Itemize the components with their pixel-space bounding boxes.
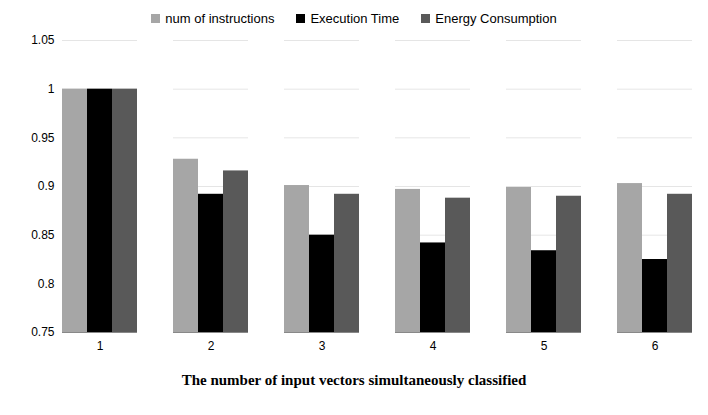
- svg-text:1.05: 1.05: [31, 33, 55, 47]
- svg-text:1: 1: [97, 339, 104, 353]
- html-text:The number of input vectors si: The number of input vectors simultaneous…: [181, 372, 527, 388]
- svg-text:6: 6: [652, 339, 659, 353]
- html-text:num of instructions: num of instructions: [165, 11, 275, 26]
- svg-text:1: 1: [48, 82, 55, 96]
- svg-text:3: 3: [319, 339, 326, 353]
- svg-text:0.75: 0.75: [31, 325, 55, 339]
- svg-text:4: 4: [430, 339, 437, 353]
- html-text:Execution Time: Execution Time: [310, 11, 400, 26]
- html-text:Energy Consumption: Energy Consumption: [435, 11, 557, 26]
- svg-text:0.85: 0.85: [31, 228, 55, 242]
- svg-text:0.9: 0.9: [38, 179, 55, 193]
- svg-text:5: 5: [541, 339, 548, 353]
- svg-text:0.8: 0.8: [38, 277, 55, 291]
- svg-text:0.95: 0.95: [31, 131, 55, 145]
- svg-text:2: 2: [208, 339, 215, 353]
